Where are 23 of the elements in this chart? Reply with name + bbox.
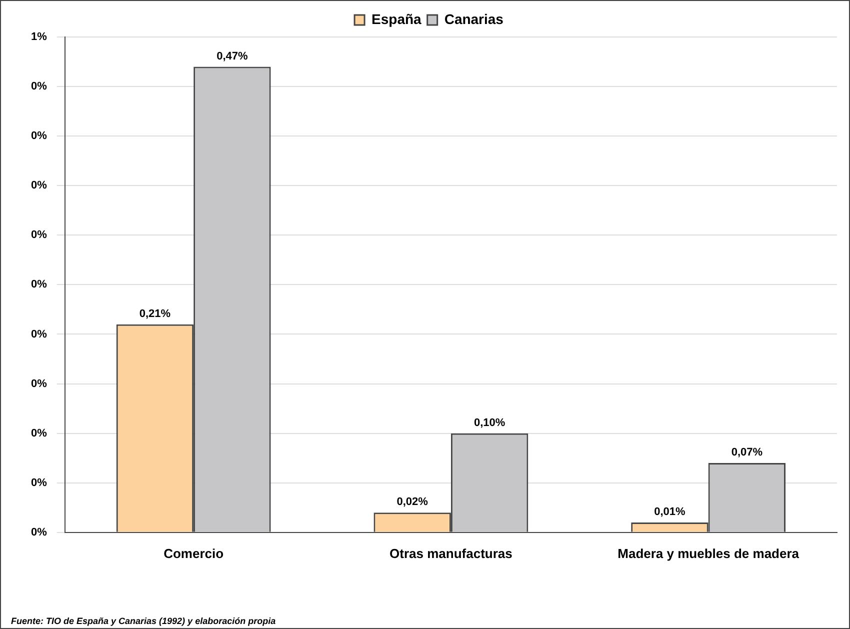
y-tick-label: 0% [30, 180, 48, 192]
data-label: 0,02% [396, 496, 428, 508]
y-tick-label: 0% [30, 278, 48, 291]
y-tick-label: 1% [30, 31, 48, 44]
data-label: 0,01% [654, 506, 686, 518]
y-tick-label: 0% [30, 476, 48, 489]
data-label: 0,21% [139, 308, 171, 320]
legend-label: Canarias [444, 10, 504, 27]
data-label: 0,07% [731, 446, 763, 459]
x-tick-label: Otras manufacturas [390, 546, 512, 561]
y-tick-label: 0% [30, 130, 48, 142]
x-tick-label: Madera y muebles de madera [618, 546, 800, 561]
y-tick-label: 0% [30, 80, 48, 93]
data-label: 0,47% [216, 50, 248, 62]
y-tick-label: 0% [30, 328, 48, 340]
y-tick-label: 0% [30, 378, 48, 390]
x-tick-label: Comercio [164, 546, 224, 561]
y-tick-label: 0% [30, 229, 48, 242]
y-tick-label: 0% [30, 427, 48, 440]
legend-label: España [372, 10, 422, 27]
source-note: Fuente: TIO de España y Canarias (1992) y elaboración propia [11, 616, 276, 626]
data-label: 0,10% [474, 416, 506, 429]
y-tick-label: 0% [30, 526, 48, 538]
